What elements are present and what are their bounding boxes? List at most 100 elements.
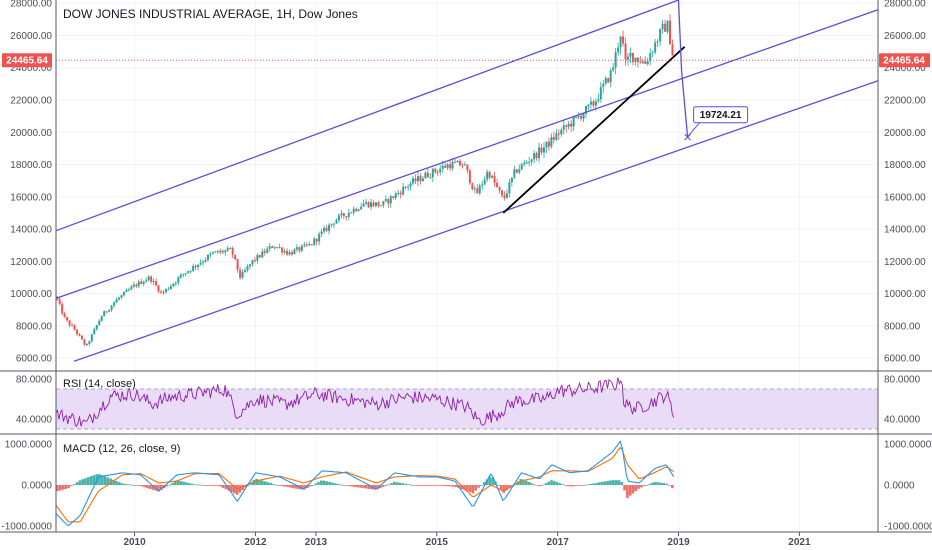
price-tick-right: 6000.00 [884,354,921,365]
price-tick-right: 14000.00 [884,225,926,236]
macd-histogram-bar [117,482,121,486]
macd-histogram-bar [103,476,107,486]
macd-histogram-bar [471,485,475,494]
macd-histogram-bar [395,482,399,486]
macd-histogram-bar [185,482,188,486]
price-tick-left: 24000.00 [10,63,52,74]
candle-body [88,341,91,344]
candle-body [518,169,521,173]
macd-histogram-bar [421,485,424,486]
candle-body [202,261,205,263]
macd-histogram-bar [244,485,247,488]
price-tick-right: 28000.00 [884,0,926,10]
candle-body [392,196,395,198]
macd-histogram-bar [575,485,579,486]
candle-body [584,106,587,114]
macd-histogram-bar [294,485,298,489]
candle-body [458,160,461,166]
candle-body [377,202,380,206]
macd-histogram-bar [241,485,245,490]
candle-body [468,170,471,184]
macd-histogram-bar [463,485,466,491]
macd-histogram-bar [640,485,643,488]
price-tick-left: 26000.00 [10,31,52,42]
candle-body [592,101,595,106]
macd-histogram-bar [303,485,306,490]
macd-histogram-bar [466,485,469,492]
candle-body [204,259,207,262]
macd-histogram-bar [502,485,506,493]
candle-body [503,195,506,198]
rsi-tick-right: 40.0000 [884,415,921,426]
macd-histogram-bar [350,485,354,487]
macd-histogram-bar [362,485,365,489]
candle-body [530,159,533,162]
candle-body [446,164,449,168]
time-tick-label: 2019 [667,537,690,548]
macd-histogram-bar [322,480,326,486]
macd-histogram-bar [320,480,323,486]
macd-histogram-bar [491,477,494,486]
candle-body [671,44,674,56]
candle-body [164,288,167,293]
macd-histogram-bar [553,481,556,486]
macd-histogram-bar [70,485,73,487]
macd-histogram-bar [353,485,357,487]
candle-body [290,252,293,255]
candle-body [661,23,664,30]
macd-histogram-bar [258,479,261,486]
macd-histogram-bar [221,485,225,488]
candle-body [211,252,214,254]
price-tick-right: 12000.00 [884,257,926,268]
candle-body [330,223,333,225]
macd-histogram-bar [387,484,391,486]
macd-histogram-bar [266,482,270,486]
macd-histogram-bar [176,480,180,486]
price-tag-right-label: 24465.64 [883,56,925,67]
macd-histogram-bar [263,481,267,486]
candle-body [505,193,508,198]
macd-histogram-bar [120,483,124,486]
macd-histogram-bar [159,485,163,490]
candle-body [221,250,224,253]
candle-body [362,203,365,207]
candle-body [100,316,103,321]
macd-histogram-bar [193,484,197,486]
macd-histogram-bar [522,479,525,486]
macd-histogram-bar [384,485,388,486]
macd-histogram-bar [381,485,385,487]
candle-body [184,273,187,275]
candle-body [624,43,627,60]
macd-histogram-bar [134,485,138,486]
macd-histogram-bar [249,482,253,486]
candle-body [105,311,108,313]
candle-body [226,248,229,251]
macd-histogram-bar [598,482,601,486]
candle-body [239,269,242,278]
candle-body [135,284,138,287]
price-tag-left-label: 24465.64 [6,56,48,67]
macd-histogram-bar [578,485,581,486]
macd-label: MACD (12, 26, close, 9) [63,443,180,455]
macd-histogram-bar [58,485,62,491]
candle-body [300,245,303,251]
candle-body [360,206,363,210]
macd-histogram-bar [544,483,548,486]
macd-histogram-bar [558,483,562,486]
macd-histogram-bar [583,484,587,486]
candle-body [253,259,256,261]
macd-histogram-bar [468,485,472,493]
candle-body [103,311,106,317]
macd-histogram-bar [620,482,624,486]
macd-histogram-bar [525,480,528,486]
macd-pane [55,440,675,527]
time-axis: 2010 2012 2013 2015 2017 2019 2021 [123,532,811,548]
candle-body [389,196,392,204]
macd-histogram-bar [216,485,219,486]
macd-histogram-bar [78,480,82,486]
macd-histogram-bar [317,481,320,486]
candle-body [315,238,318,242]
candle-body [424,172,427,179]
macd-histogram-bar [157,485,160,492]
callout-pointer [687,122,700,138]
